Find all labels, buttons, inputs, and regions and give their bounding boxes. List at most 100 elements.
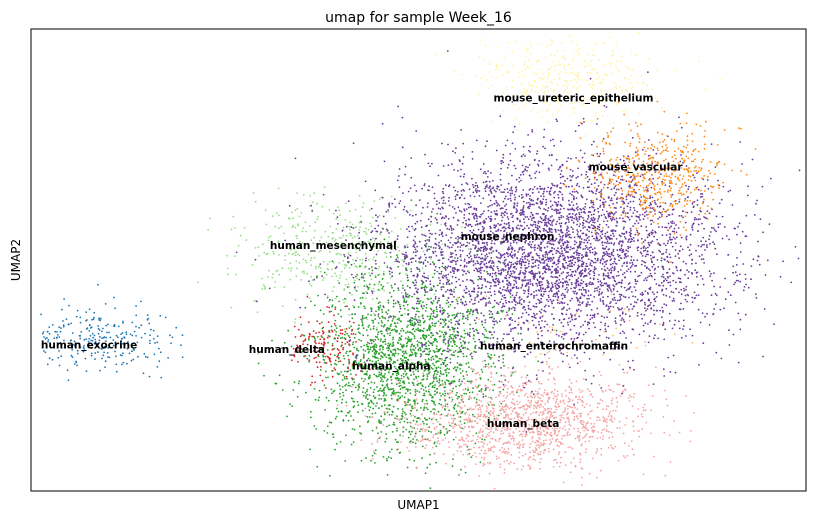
data-point (367, 313, 369, 316)
data-point (342, 394, 345, 397)
data-point (383, 400, 386, 402)
data-point (518, 415, 520, 418)
data-point (674, 333, 676, 336)
data-point (665, 398, 668, 401)
data-point (505, 315, 507, 317)
data-point (331, 299, 334, 302)
data-point (738, 273, 741, 276)
data-point (741, 163, 743, 165)
data-point (599, 300, 602, 302)
data-point (529, 451, 531, 454)
data-point (293, 248, 296, 251)
data-point (577, 427, 580, 430)
data-point (363, 285, 366, 287)
data-point (581, 476, 583, 479)
data-point (407, 436, 410, 439)
data-point (348, 225, 350, 228)
data-point (454, 403, 457, 406)
data-point (488, 300, 491, 303)
data-point (107, 347, 109, 349)
data-point (476, 422, 479, 424)
data-point (500, 429, 503, 432)
data-point (563, 425, 566, 428)
data-point (350, 390, 353, 393)
data-point (378, 214, 381, 217)
data-point (435, 376, 437, 379)
data-point (614, 445, 617, 448)
data-point (465, 370, 468, 373)
data-point (488, 425, 491, 427)
data-point (596, 419, 598, 422)
data-point (362, 387, 365, 389)
data-point (316, 366, 319, 369)
data-point (370, 225, 373, 228)
data-point (492, 420, 494, 423)
data-point (445, 322, 447, 325)
data-point (368, 409, 371, 411)
data-point (119, 341, 122, 343)
data-point (345, 404, 348, 407)
data-point (650, 409, 652, 412)
data-point (559, 427, 561, 429)
data-point (411, 343, 414, 346)
data-point (447, 393, 450, 396)
data-point (570, 389, 572, 391)
data-point (685, 395, 687, 397)
data-point (510, 385, 513, 387)
data-point (153, 338, 155, 340)
data-point (488, 472, 491, 475)
data-point (640, 225, 643, 228)
data-point (439, 335, 442, 338)
data-point (626, 454, 629, 457)
data-point (302, 340, 305, 343)
data-point (432, 341, 435, 343)
data-point (416, 310, 418, 313)
data-point (632, 425, 635, 428)
data-point (584, 203, 587, 205)
data-point (402, 380, 405, 382)
data-point (550, 408, 553, 410)
data-point (410, 338, 413, 340)
data-point (560, 272, 563, 275)
data-point (85, 319, 87, 322)
data-point (762, 355, 764, 358)
data-point (357, 389, 360, 391)
data-point (538, 310, 541, 313)
data-point (489, 414, 492, 417)
data-point (429, 439, 432, 442)
data-point (335, 218, 338, 220)
data-point (480, 257, 482, 260)
data-point (581, 443, 583, 445)
data-point (510, 418, 513, 421)
data-point (369, 346, 372, 349)
data-point (306, 295, 309, 298)
data-point (392, 318, 394, 320)
data-point (570, 387, 573, 390)
data-point (382, 365, 385, 367)
data-point (372, 237, 374, 240)
data-point (335, 295, 338, 298)
data-point (337, 349, 340, 351)
data-point (337, 410, 340, 413)
data-point (413, 427, 416, 429)
data-point (474, 415, 477, 418)
data-point (391, 345, 393, 347)
data-point (75, 315, 78, 318)
data-point (386, 411, 389, 414)
data-point (525, 426, 527, 429)
data-point (621, 307, 624, 310)
data-point (590, 143, 593, 146)
data-point (339, 332, 342, 335)
data-point (122, 322, 124, 324)
data-point (600, 374, 602, 377)
data-point (580, 422, 582, 424)
data-point (258, 255, 260, 257)
data-point (319, 374, 322, 377)
data-point (442, 373, 445, 375)
data-point (664, 474, 667, 477)
data-point (374, 274, 377, 277)
data-point (720, 198, 723, 201)
data-point (442, 294, 445, 297)
data-point (296, 345, 299, 348)
data-point (411, 295, 414, 298)
